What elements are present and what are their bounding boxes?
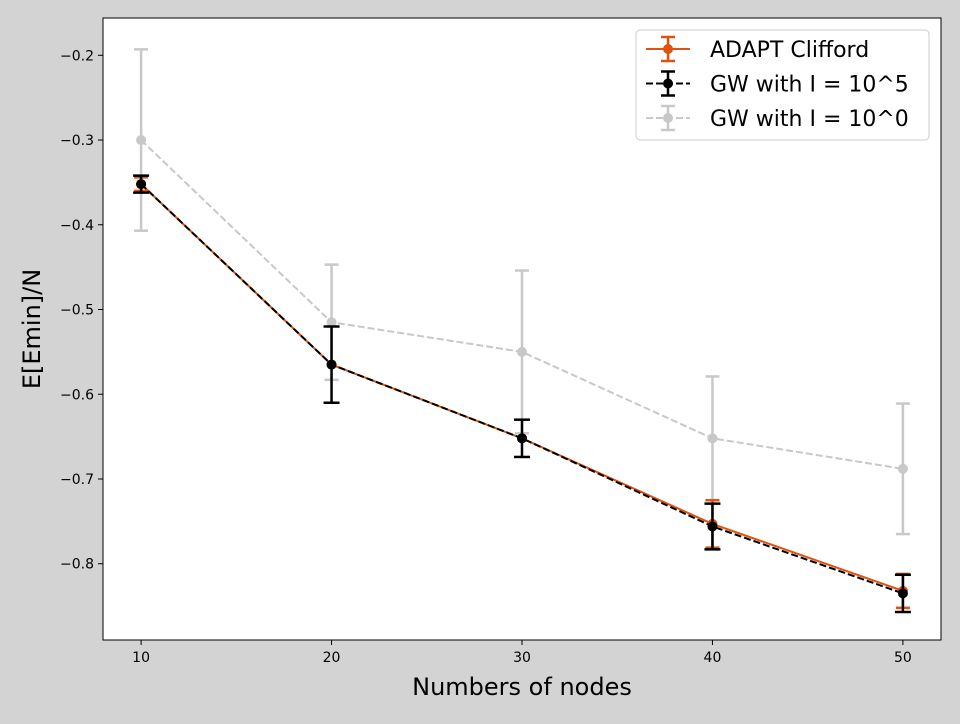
axes-layer: 10 20 30 40 50 −0.2 −0.3 −0.4 −0.5 −0.6 −0.7 −0.8 bbox=[60, 48, 912, 666]
x-axis-label: Numbers of nodes bbox=[412, 673, 632, 701]
data-point bbox=[897, 463, 908, 474]
series-gw-with-i-10-5 bbox=[133, 174, 911, 614]
data-point bbox=[326, 317, 337, 328]
x-tick-label: 30 bbox=[513, 650, 531, 666]
legend-items: ADAPT Clifford GW with I = 10^5 GW with I … bbox=[646, 35, 909, 132]
y-axis-label: E[Emin]/N bbox=[18, 269, 46, 389]
data-point bbox=[326, 359, 337, 370]
y-tick-label: −0.3 bbox=[60, 133, 94, 149]
data-point bbox=[707, 433, 718, 444]
y-tick-label: −0.4 bbox=[60, 218, 94, 234]
legend-label: ADAPT Clifford bbox=[710, 38, 869, 63]
y-tick-label: −0.5 bbox=[60, 303, 94, 319]
x-tick-label: 40 bbox=[704, 650, 722, 666]
legend-marker bbox=[663, 44, 673, 54]
legend: ADAPT Clifford GW with I = 10^5 GW with I … bbox=[635, 29, 930, 141]
data-point bbox=[707, 521, 718, 532]
legend-marker bbox=[663, 78, 673, 89]
series-gw-with-i-10-0 bbox=[134, 48, 910, 536]
legend-entry: GW with I = 10^5 bbox=[646, 70, 909, 98]
legend-label: GW with I = 10^0 bbox=[710, 107, 909, 132]
data-point bbox=[136, 179, 147, 190]
legend-entry: GW with I = 10^0 bbox=[646, 104, 909, 132]
x-tick-label: 10 bbox=[132, 650, 150, 666]
legend-label: GW with I = 10^5 bbox=[710, 73, 909, 98]
x-tick-label: 20 bbox=[323, 650, 341, 666]
data-point bbox=[897, 588, 908, 599]
y-tick-label: −0.8 bbox=[60, 557, 94, 573]
data-point bbox=[136, 135, 147, 146]
y-tick-label: −0.6 bbox=[60, 387, 94, 403]
data-point bbox=[517, 433, 527, 444]
legend-entry: ADAPT Clifford bbox=[646, 35, 869, 63]
legend-marker bbox=[663, 113, 673, 123]
y-tick-label: −0.7 bbox=[60, 472, 94, 488]
x-tick-label: 50 bbox=[894, 650, 912, 666]
data-layer bbox=[133, 48, 911, 614]
y-tick-label: −0.2 bbox=[60, 48, 94, 64]
data-point bbox=[517, 346, 527, 357]
legend-frame bbox=[635, 29, 930, 141]
